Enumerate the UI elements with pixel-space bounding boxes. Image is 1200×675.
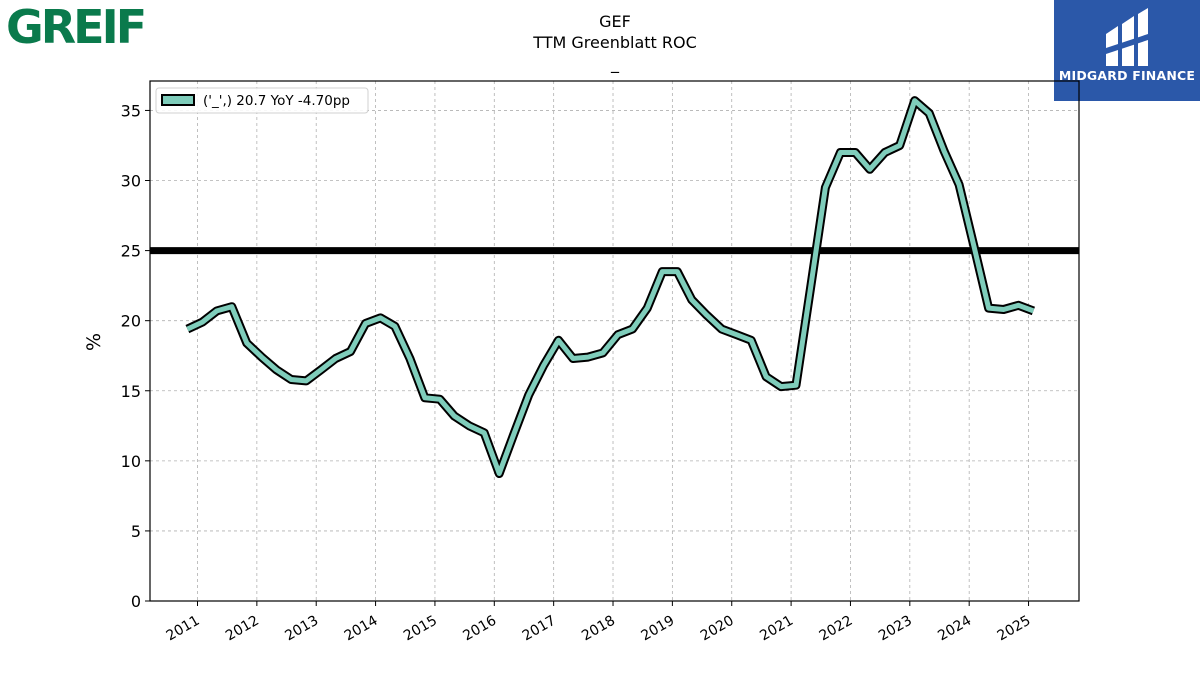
legend-swatch bbox=[161, 94, 195, 106]
chart-titles: GEF TTM Greenblatt ROC _ bbox=[415, 11, 815, 74]
legend: ('_',) 20.7 YoY -4.70pp bbox=[155, 87, 369, 114]
y-tick-label: 0 bbox=[131, 592, 141, 611]
midgard-mark-icon bbox=[1106, 8, 1148, 66]
x-tick-label: 2024 bbox=[935, 613, 974, 645]
greif-logo: GREIF bbox=[6, 0, 147, 54]
midgard-logo-text: MIDGARD FINANCE bbox=[1058, 68, 1196, 83]
x-tick-label: 2012 bbox=[223, 613, 262, 645]
y-tick-label: 20 bbox=[121, 312, 141, 331]
x-tick-label: 2023 bbox=[876, 613, 915, 645]
x-tick-label: 2014 bbox=[342, 613, 381, 645]
x-tick-label: 2020 bbox=[698, 613, 737, 645]
x-tick-label: 2022 bbox=[817, 613, 856, 645]
x-tick-label: 2017 bbox=[520, 613, 559, 645]
greif-logo-text: GREIF bbox=[6, 0, 147, 54]
y-tick-label: 30 bbox=[121, 172, 141, 191]
x-tick-label: 2019 bbox=[639, 613, 678, 645]
x-tick-label: 2018 bbox=[579, 613, 618, 645]
midgard-finance-logo: MIDGARD FINANCE bbox=[1054, 0, 1200, 101]
chart-subtitle-underscore: _ bbox=[611, 54, 619, 73]
chart-subtitle: TTM Greenblatt ROC bbox=[533, 33, 697, 52]
series-line-outline bbox=[185, 96, 1035, 478]
y-tick-label: 5 bbox=[131, 522, 141, 541]
y-axis-label: % bbox=[83, 333, 105, 351]
series-line bbox=[186, 98, 1035, 476]
legend-box bbox=[155, 87, 369, 114]
x-tick-label: 2025 bbox=[995, 613, 1034, 645]
x-tick-label: 2015 bbox=[401, 613, 440, 645]
y-tick-label: 25 bbox=[121, 242, 141, 261]
x-tick-label: 2011 bbox=[164, 613, 203, 645]
y-tick-label: 10 bbox=[121, 452, 141, 471]
plot-frame bbox=[149, 80, 1080, 602]
x-tick-label: 2013 bbox=[282, 613, 321, 645]
y-tick-label: 35 bbox=[121, 101, 141, 120]
y-tick-label: 15 bbox=[121, 382, 141, 401]
legend-label: ('_',) 20.7 YoY -4.70pp bbox=[203, 93, 350, 109]
chart-title: GEF bbox=[599, 12, 631, 31]
x-tick-label: 2016 bbox=[460, 613, 499, 645]
x-tick-label: 2021 bbox=[757, 613, 796, 645]
